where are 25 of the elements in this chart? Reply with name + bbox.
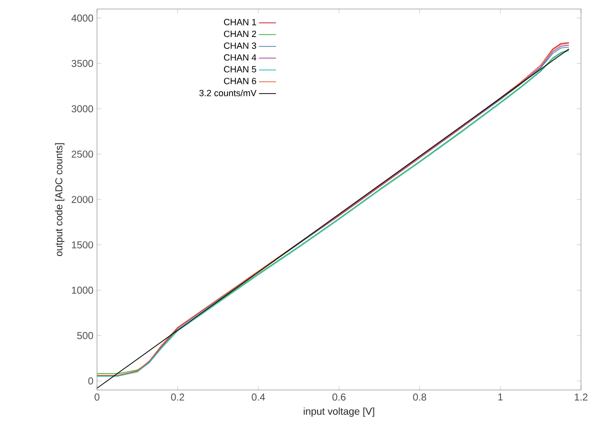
x-tick-label: 0.8 xyxy=(413,394,426,401)
y-tick-label: 1500 xyxy=(72,241,94,248)
y-tick-label: 3000 xyxy=(72,105,94,112)
y-tick-label: 0 xyxy=(88,377,94,384)
x-tick-label: 0.4 xyxy=(252,394,265,401)
legend-label: CHAN 4 xyxy=(224,54,256,61)
x-tick-label: 0.2 xyxy=(171,394,184,401)
y-tick-label: 3500 xyxy=(72,60,94,67)
legend-label: 3.2 counts/mV xyxy=(199,90,256,96)
x-tick-label: 0 xyxy=(94,394,100,401)
y-tick-label: 2000 xyxy=(72,196,94,204)
legend-label: CHAN 1 xyxy=(224,18,256,26)
legend-label: CHAN 5 xyxy=(224,66,256,72)
x-tick-label: 1.2 xyxy=(574,394,588,401)
x-axis-title: input voltage [V] xyxy=(304,407,374,417)
y-tick-label: 500 xyxy=(77,332,94,340)
legend-label: CHAN 6 xyxy=(224,78,256,84)
x-tick-label: 0.6 xyxy=(332,394,346,401)
y-tick-label: 4000 xyxy=(71,14,94,22)
legend-label: CHAN 2 xyxy=(224,30,256,38)
y-tick-label: 2500 xyxy=(72,150,94,158)
y-axis-title: output code [ADC counts] xyxy=(55,143,64,256)
y-tick-label: 1000 xyxy=(72,286,94,294)
legend-label: CHAN 3 xyxy=(224,42,256,49)
x-tick-label: 1 xyxy=(498,394,503,400)
